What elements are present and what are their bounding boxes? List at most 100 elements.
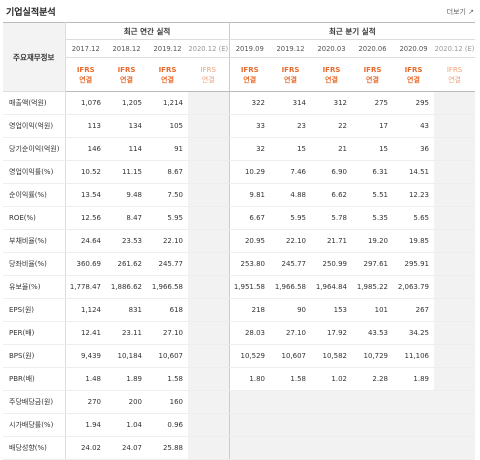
value-cell [311, 436, 352, 460]
value-cell: 1.89 [393, 367, 434, 391]
value-cell: 1,966.58 [147, 275, 188, 299]
value-cell [434, 298, 476, 322]
value-cell: 10.52 [65, 160, 106, 184]
consolidated-label: 연결 [120, 75, 133, 84]
value-cell: 17.92 [311, 321, 352, 345]
value-cell: 1.58 [270, 367, 311, 391]
value-cell [188, 436, 230, 460]
value-cell: 10,607 [270, 344, 311, 368]
value-cell: 1,886.62 [106, 275, 147, 299]
value-cell: 10,529 [229, 344, 270, 368]
value-cell: 6.62 [311, 183, 352, 207]
more-link[interactable]: 더보기 ↗ [446, 8, 474, 16]
row-label: 당기순이익(억원) [3, 137, 66, 161]
value-cell: 7.46 [270, 160, 311, 184]
value-cell [188, 275, 230, 299]
row-label: 부채비율(%) [3, 229, 66, 253]
value-cell [188, 298, 230, 322]
table-row: ROE(%) 12.56 8.47 5.95 6.67 5.95 5.78 5.35 5.65 [3, 206, 476, 230]
value-cell: 12.56 [65, 206, 106, 230]
value-cell: 12.23 [393, 183, 434, 207]
value-cell: 15 [352, 137, 393, 161]
corner-header: 주요재무정보 [3, 22, 66, 92]
value-cell: 5.95 [270, 206, 311, 230]
value-cell: 1,205 [106, 91, 147, 115]
value-cell: 297.61 [352, 252, 393, 276]
consolidated-label: 연결 [407, 75, 420, 84]
value-cell: 312 [311, 91, 352, 115]
table-row: 당좌비율(%) 360.69 261.62 245.77 253.80 245.77 250… [3, 252, 476, 276]
value-cell [188, 229, 230, 253]
ifrs-badge: IFRS 연결 [188, 57, 230, 92]
annual-group-header: 최근 연간 실적 [65, 22, 230, 40]
financial-summary-widget: 기업실적분석 더보기 ↗ 주요재무정보 최근 연간 실적 최근 분기 실적 20… [3, 8, 476, 460]
value-cell: 12.41 [65, 321, 106, 345]
financial-table: 주요재무정보 최근 연간 실적 최근 분기 실적 2017.12 2018.12 2… [3, 22, 476, 460]
value-cell [188, 390, 230, 414]
value-cell: 90 [270, 298, 311, 322]
consolidated-label: 연결 [325, 75, 338, 84]
value-cell: 5.35 [352, 206, 393, 230]
value-cell: 1.58 [147, 367, 188, 391]
value-cell: 2.28 [352, 367, 393, 391]
value-cell: 11,106 [393, 344, 434, 368]
value-cell: 322 [229, 91, 270, 115]
value-cell: 2,063.79 [393, 275, 434, 299]
consolidated-label: 연결 [448, 75, 461, 84]
consolidated-label: 연결 [161, 75, 174, 84]
consolidated-label: 연결 [284, 75, 297, 84]
value-cell: 19.20 [352, 229, 393, 253]
consolidated-label: 연결 [201, 75, 215, 84]
table-row: 영업이익(억원) 113 134 105 33 23 22 17 43 [3, 114, 476, 138]
value-cell: 1,214 [147, 91, 188, 115]
value-cell: 153 [311, 298, 352, 322]
period-header: 2020.09 [393, 39, 434, 58]
value-cell: 28.03 [229, 321, 270, 345]
value-cell: 831 [106, 298, 147, 322]
value-cell: 360.69 [65, 252, 106, 276]
row-label: 주당배당금(원) [3, 390, 66, 414]
row-label: PBR(배) [3, 367, 66, 391]
table-row: 당기순이익(억원) 146 114 91 32 15 21 15 36 [3, 137, 476, 161]
period-header: 2020.12 (E) [188, 39, 230, 58]
value-cell [188, 114, 230, 138]
value-cell: 200 [106, 390, 147, 414]
value-cell: 6.67 [229, 206, 270, 230]
ifrs-label: IFRS [76, 65, 95, 74]
value-cell [393, 436, 434, 460]
value-cell [434, 114, 476, 138]
row-label: 시가배당률(%) [3, 413, 66, 437]
value-cell: 146 [65, 137, 106, 161]
value-cell: 9.48 [106, 183, 147, 207]
value-cell: 43.53 [352, 321, 393, 345]
value-cell: 13.54 [65, 183, 106, 207]
value-cell [434, 160, 476, 184]
value-cell: 10,607 [147, 344, 188, 368]
row-label: 영업이익률(%) [3, 160, 66, 184]
value-cell: 275 [352, 91, 393, 115]
period-header: 2020.12 (E) [434, 39, 476, 58]
value-cell: 20.95 [229, 229, 270, 253]
period-header: 2020.03 [311, 39, 352, 58]
period-header: 2018.12 [106, 39, 147, 58]
value-cell: 22.10 [270, 229, 311, 253]
value-cell: 1.02 [311, 367, 352, 391]
ifrs-badge: IFRS 연결 [65, 57, 106, 92]
value-cell [229, 390, 270, 414]
table-row: 영업이익률(%) 10.52 11.15 8.67 10.29 7.46 6.90 6.31 1… [3, 160, 476, 184]
ifrs-label: IFRS [281, 65, 300, 74]
value-cell: 1.80 [229, 367, 270, 391]
value-cell: 295 [393, 91, 434, 115]
ifrs-badge: IFRS 연결 [434, 57, 476, 92]
value-cell: 1.48 [65, 367, 106, 391]
value-cell: 5.95 [147, 206, 188, 230]
value-cell [434, 390, 476, 414]
value-cell [352, 390, 393, 414]
value-cell: 618 [147, 298, 188, 322]
value-cell: 1,966.58 [270, 275, 311, 299]
row-label: ROE(%) [3, 206, 66, 230]
ifrs-label: IFRS [117, 65, 136, 74]
value-cell [270, 436, 311, 460]
value-cell [188, 344, 230, 368]
widget-title: 기업실적분석 [6, 8, 56, 18]
